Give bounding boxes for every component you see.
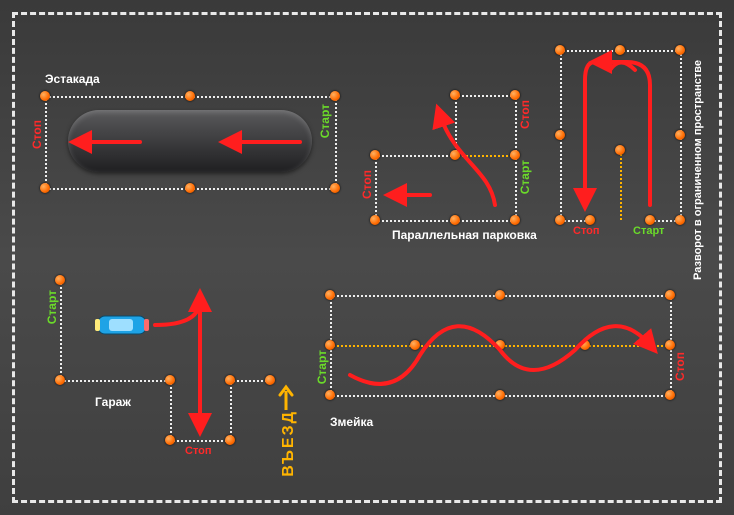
entry-label: ВЪЕЗД [280, 410, 298, 477]
snake-label: Змейка [330, 415, 373, 429]
snake-arrow [0, 0, 734, 515]
snake-start: Старт [315, 350, 329, 384]
entry-arrow-icon [276, 385, 296, 410]
snake-stop: Стоп [673, 352, 687, 381]
